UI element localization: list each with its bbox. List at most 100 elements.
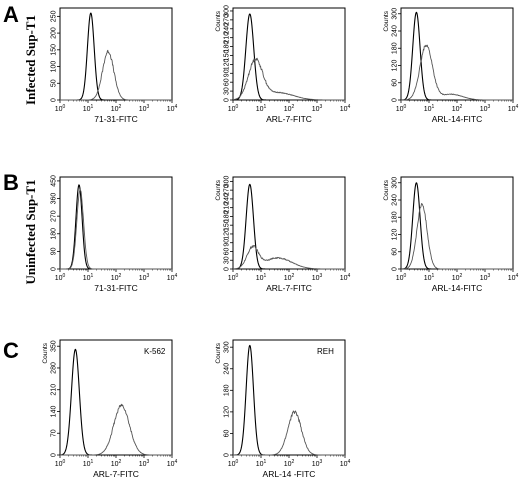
histogram-curve-control — [232, 183, 346, 270]
histogram-curve-stained — [59, 403, 173, 456]
x-tick-label: 100 — [228, 459, 239, 468]
y-tick-label: 60 — [392, 248, 399, 256]
y-tick-label: 270 — [51, 210, 58, 222]
x-tick-label: 100 — [228, 104, 239, 113]
y-tick-label: 30 — [224, 87, 231, 95]
x-tick-label: 102 — [284, 459, 295, 468]
x-tick-label: 102 — [284, 104, 295, 113]
x-tick-label: 100 — [55, 104, 66, 113]
y-tick-label: 270 — [224, 184, 231, 196]
y-tick-label: 60 — [392, 79, 399, 87]
y-tick-label: 180 — [392, 211, 399, 223]
x-tick-label: 103 — [480, 273, 491, 282]
x-tick-label: 101 — [256, 459, 267, 468]
y-tick-label: 240 — [224, 363, 231, 375]
x-tick-label: 100 — [55, 459, 66, 468]
x-tick-label: 100 — [55, 273, 66, 282]
y-tick-label: 450 — [51, 175, 58, 187]
y-tick-label: 0 — [392, 98, 399, 102]
histogram-curve-stained — [232, 57, 346, 101]
cell-line-label: REH — [317, 347, 334, 356]
x-tick-label: 102 — [111, 273, 122, 282]
x-axis-label: ARL-14-FITC — [432, 283, 483, 293]
x-tick-label: 103 — [312, 104, 323, 113]
histogram-curve-stained — [232, 410, 346, 456]
y-axis-label: Counts — [215, 179, 222, 200]
histogram-curve-stained — [59, 49, 173, 101]
y-tick-label: 280 — [51, 362, 58, 374]
y-tick-label: 300 — [224, 175, 231, 187]
x-axis-label: ARL-7-FITC — [266, 114, 312, 124]
x-tick-label: 101 — [424, 273, 435, 282]
x-tick-label: 102 — [284, 273, 295, 282]
x-tick-label: 100 — [396, 273, 407, 282]
x-tick-label: 100 — [228, 273, 239, 282]
histogram-b-1: 100 101 102 103 104 0 90 180 270 360 450 71-31-FITC — [51, 175, 178, 293]
panel-label-a: A — [3, 2, 19, 27]
y-axis-label: Counts — [215, 10, 222, 31]
y-tick-label: 90 — [224, 239, 231, 247]
y-axis-label: Counts — [215, 342, 222, 363]
histogram-plots: 100 101 102 103 104 0 50 100 150 200 250 71-31-FITC… — [42, 5, 519, 477]
x-tick-label: 100 — [396, 104, 407, 113]
y-axis-label: Counts — [383, 10, 390, 31]
x-tick-label: 103 — [312, 459, 323, 468]
y-axis-label: Counts — [383, 179, 390, 200]
x-tick-label: 102 — [111, 104, 122, 113]
histogram-curve-control — [232, 344, 346, 456]
y-tick-label: 200 — [51, 27, 58, 39]
y-tick-label: 140 — [51, 406, 58, 418]
y-tick-label: 300 — [392, 8, 399, 20]
histogram-curve-control — [232, 13, 346, 101]
y-tick-label: 300 — [224, 5, 231, 17]
x-tick-label: 103 — [312, 273, 323, 282]
x-axis-label: ARL-7-FITC — [266, 283, 312, 293]
x-tick-label: 104 — [340, 104, 351, 113]
histogram-curve-stained — [59, 189, 173, 270]
x-tick-label: 101 — [256, 273, 267, 282]
y-tick-label: 90 — [224, 69, 231, 77]
x-tick-label: 103 — [480, 104, 491, 113]
y-tick-label: 0 — [51, 453, 58, 457]
y-tick-label: 0 — [224, 98, 231, 102]
x-tick-label: 104 — [508, 104, 519, 113]
x-axis-label: 71-31-FITC — [94, 283, 137, 293]
y-tick-label: 300 — [224, 341, 231, 353]
x-tick-label: 101 — [424, 104, 435, 113]
y-tick-label: 180 — [51, 228, 58, 240]
x-tick-label: 103 — [139, 104, 150, 113]
row-label-uninfected: Uninfected Sup-T1 — [23, 179, 38, 284]
histogram-curve-stained — [400, 44, 514, 101]
y-tick-label: 270 — [224, 14, 231, 26]
y-tick-label: 120 — [392, 60, 399, 72]
plot-frame — [232, 176, 346, 270]
x-tick-label: 104 — [167, 459, 178, 468]
y-tick-label: 120 — [224, 58, 231, 70]
y-tick-label: 180 — [224, 384, 231, 396]
y-tick-label: 180 — [224, 41, 231, 53]
x-tick-label: 104 — [508, 273, 519, 282]
x-tick-label: 102 — [111, 459, 122, 468]
y-tick-label: 210 — [224, 32, 231, 44]
x-tick-label: 102 — [452, 273, 463, 282]
histogram-curve-stained — [400, 202, 514, 270]
y-tick-label: 240 — [224, 23, 231, 35]
y-tick-label: 120 — [392, 229, 399, 241]
y-axis-label: Counts — [42, 342, 49, 363]
x-axis-label: ARL-14 -FITC — [263, 469, 316, 477]
y-tick-label: 250 — [51, 10, 58, 22]
x-axis-label: 71-31-FITC — [94, 114, 137, 124]
histogram-curve-control — [59, 12, 173, 101]
y-tick-label: 60 — [224, 247, 231, 255]
histogram-a-2: 100 101 102 103 104 0 306090120150180210240270… — [215, 5, 351, 124]
x-axis-label: ARL-7-FITC — [93, 469, 139, 477]
y-tick-label: 70 — [51, 429, 58, 437]
x-axis-label: ARL-14-FITC — [432, 114, 483, 124]
y-tick-label: 210 — [51, 384, 58, 396]
x-tick-label: 101 — [256, 104, 267, 113]
y-tick-label: 0 — [51, 267, 58, 271]
x-tick-label: 101 — [83, 459, 94, 468]
y-tick-label: 150 — [224, 219, 231, 231]
